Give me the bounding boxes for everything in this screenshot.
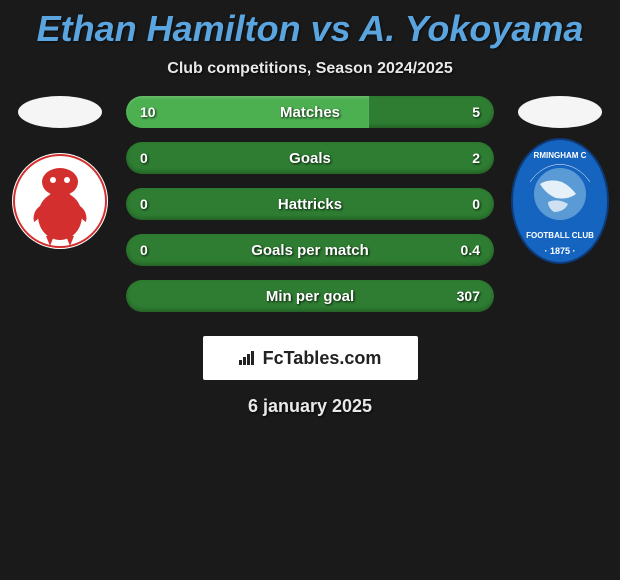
stat-left-value: 0	[140, 242, 148, 258]
stat-left-value: 10	[140, 104, 156, 120]
stat-bar-hattricks: 0 Hattricks 0	[126, 188, 494, 220]
stat-label: Goals per match	[251, 242, 369, 259]
svg-text:FOOTBALL CLUB: FOOTBALL CLUB	[526, 231, 594, 240]
stat-left-value: 0	[140, 196, 148, 212]
svg-text:· 1875 ·: · 1875 ·	[544, 246, 575, 256]
infographic-root: Ethan Hamilton vs A. Yokoyama Club compe…	[0, 0, 620, 433]
stat-label: Hattricks	[278, 196, 342, 213]
stat-label: Goals	[289, 150, 331, 167]
comparison-area: 10 Matches 5 0 Goals 2 0 Hattricks 0 0 G…	[0, 96, 620, 326]
stat-bar-goals: 0 Goals 2	[126, 142, 494, 174]
stat-right-value: 2	[472, 150, 480, 166]
date-label: 6 january 2025	[0, 380, 620, 433]
stat-bar-matches: 10 Matches 5	[126, 96, 494, 128]
stat-right-value: 5	[472, 104, 480, 120]
stat-right-value: 0.4	[461, 242, 480, 258]
bars-chart-icon	[239, 351, 257, 365]
stat-bar-goals-per-match: 0 Goals per match 0.4	[126, 234, 494, 266]
branding-badge[interactable]: FcTables.com	[203, 336, 418, 380]
page-title: Ethan Hamilton vs A. Yokoyama	[0, 0, 620, 56]
left-club-badge	[10, 146, 110, 256]
stat-label: Min per goal	[266, 288, 354, 305]
stat-right-value: 307	[457, 288, 480, 304]
player-placeholder-right	[518, 96, 602, 128]
svg-text:RMINGHAM C: RMINGHAM C	[534, 151, 587, 160]
subtitle: Club competitions, Season 2024/2025	[0, 56, 620, 96]
lincoln-city-badge-icon	[10, 146, 110, 256]
right-club-badge: RMINGHAM C FOOTBALL CLUB · 1875 ·	[510, 146, 610, 256]
player-placeholder-left	[18, 96, 102, 128]
birmingham-city-badge-icon: RMINGHAM C FOOTBALL CLUB · 1875 ·	[510, 136, 610, 266]
stat-right-value: 0	[472, 196, 480, 212]
right-player-col: RMINGHAM C FOOTBALL CLUB · 1875 ·	[508, 96, 612, 256]
branding-label: FcTables.com	[263, 348, 382, 369]
stat-left-value: 0	[140, 150, 148, 166]
stat-label: Matches	[280, 104, 340, 121]
left-player-col	[8, 96, 112, 256]
stat-bar-min-per-goal: Min per goal 307	[126, 280, 494, 312]
stats-bars: 10 Matches 5 0 Goals 2 0 Hattricks 0 0 G…	[112, 96, 508, 326]
